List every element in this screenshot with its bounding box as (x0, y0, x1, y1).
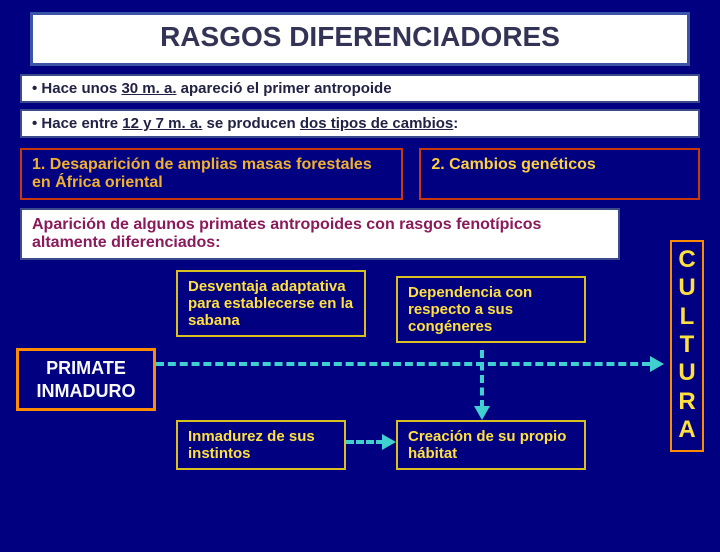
consequence-top-left: Desventaja adaptativa para establecerse … (176, 270, 366, 337)
arrow-main (156, 362, 650, 366)
bullet-1-suffix: apareció el primer antropoide (177, 80, 392, 97)
primate-line2: INMADURO (37, 381, 136, 401)
arrow-topright-down (480, 350, 484, 408)
bullet-2-suffix: : (453, 115, 458, 132)
arrow-topright-down-head (474, 406, 490, 420)
consequence-bot-left: Inmadurez de sus instintos (176, 420, 346, 470)
consequence-top-right: Dependencia con respecto a sus congénere… (396, 276, 586, 343)
cultura-letter: A (672, 416, 702, 444)
arrow-botleft-right-head (382, 434, 396, 450)
cultura-letter: T (672, 331, 702, 359)
cultura-letter: C (672, 246, 702, 274)
consequence-top-right-text: Dependencia con respecto a sus congénere… (408, 284, 532, 335)
cultura-vertical: CULTURA (670, 240, 704, 452)
redbox-2-text: 2. Cambios genéticos (431, 156, 596, 173)
bullet-2-prefix: • Hace entre (32, 115, 122, 132)
primate-line1: PRIMATE (46, 358, 126, 378)
bullet-1: • Hace unos 30 m. a. apareció el primer … (20, 74, 700, 103)
two-col-row: 1. Desaparición de amplias masas foresta… (20, 148, 700, 200)
subhead-text: Aparición de algunos primates antropoide… (32, 216, 541, 251)
bullet-1-prefix: • Hace unos (32, 80, 121, 97)
consequence-top-left-text: Desventaja adaptativa para establecerse … (188, 278, 353, 329)
redbox-1: 1. Desaparición de amplias masas foresta… (20, 148, 403, 200)
bullet-2-mid: se producen (202, 115, 300, 132)
cultura-letter: L (672, 303, 702, 331)
subhead-box: Aparición de algunos primates antropoide… (20, 208, 620, 260)
cultura-letter: U (672, 359, 702, 387)
primate-box: PRIMATE INMADURO (16, 348, 156, 411)
consequence-bot-right-text: Creación de su propio hábitat (408, 428, 566, 462)
consequence-bot-left-text: Inmadurez de sus instintos (188, 428, 315, 462)
lower-diagram: PRIMATE INMADURO Desventaja adaptativa p… (20, 270, 700, 500)
title-text: RASGOS DIFERENCIADORES (160, 21, 560, 52)
consequence-bot-right: Creación de su propio hábitat (396, 420, 586, 470)
bullet-2-ul1: 12 y 7 m. a. (122, 115, 202, 132)
bullet-2: • Hace entre 12 y 7 m. a. se producen do… (20, 109, 700, 138)
bullet-2-ul2: dos tipos de cambios (300, 115, 453, 132)
redbox-2: 2. Cambios genéticos (419, 148, 700, 200)
cultura-letter: U (672, 274, 702, 302)
title-box: RASGOS DIFERENCIADORES (30, 12, 690, 66)
cultura-letter: R (672, 388, 702, 416)
redbox-1-text: 1. Desaparición de amplias masas foresta… (32, 156, 372, 191)
arrow-botleft-right (346, 440, 384, 444)
bullet-1-underline: 30 m. a. (121, 80, 176, 97)
arrow-main-head (650, 356, 664, 372)
